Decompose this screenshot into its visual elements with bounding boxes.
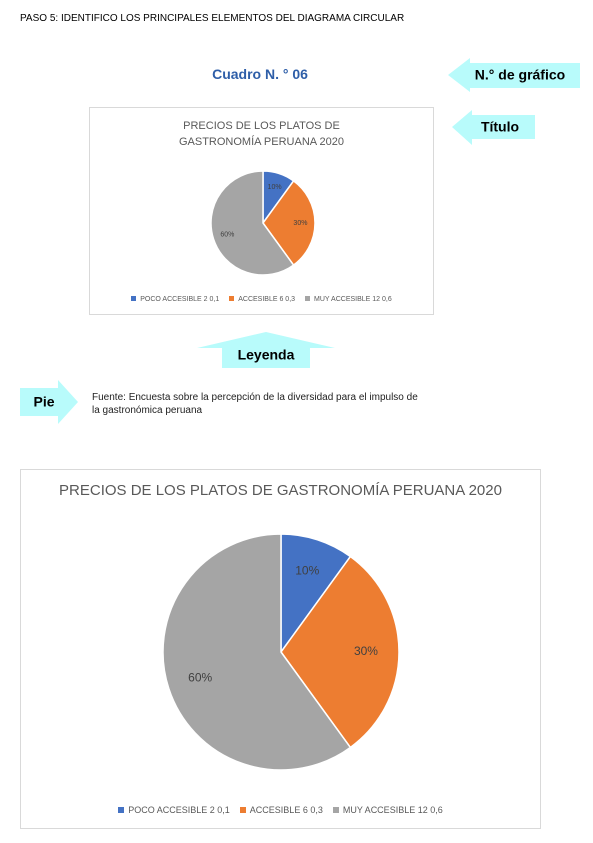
legend-label: ACCESIBLE 6 0,3 bbox=[249, 805, 323, 815]
pie-slice bbox=[162, 533, 352, 771]
legend-label: POCO ACCESIBLE 2 0,1 bbox=[140, 296, 220, 303]
pie-slice bbox=[262, 179, 316, 267]
arrow bbox=[20, 380, 78, 424]
data-label: 60% bbox=[188, 670, 212, 684]
callout-label: Título bbox=[481, 119, 519, 135]
data-label: 30% bbox=[293, 220, 307, 227]
legend-swatch bbox=[229, 296, 235, 301]
legend-label: ACCESIBLE 6 0,3 bbox=[238, 296, 296, 303]
callout-label: N.° de gráfico bbox=[475, 67, 565, 83]
callout-label: Pie bbox=[33, 394, 54, 410]
pie-area: 10% 30% 60% bbox=[162, 533, 400, 771]
legend-item: ACCESIBLE 6 0,3 bbox=[229, 296, 295, 303]
arrow bbox=[452, 110, 535, 145]
chart-title: PRECIOS DE LOS PLATOS DE GASTRONOMÍA PER… bbox=[59, 482, 502, 499]
data-label: 10% bbox=[268, 184, 282, 191]
legend-label: MUY ACCESIBLE 12 0,6 bbox=[342, 805, 443, 815]
chart: PRECIOS DE LOS PLATOS DE GASTRONOMÍA PER… bbox=[89, 107, 434, 315]
arrow bbox=[197, 332, 335, 368]
data-label: 10% bbox=[295, 563, 319, 577]
data-label: 60% bbox=[220, 231, 234, 238]
legend-swatch bbox=[239, 807, 246, 813]
legend-label: MUY ACCESIBLE 12 0,6 bbox=[314, 296, 392, 303]
legend-swatch bbox=[118, 807, 125, 813]
legend-swatch bbox=[305, 296, 311, 301]
chart-title: PRECIOS DE LOS PLATOS DE GASTRONOMÍA PER… bbox=[178, 120, 345, 148]
pie-slice bbox=[280, 533, 352, 655]
legend-label: POCO ACCESIBLE 2 0,1 bbox=[128, 805, 230, 815]
data-label: 30% bbox=[354, 644, 378, 658]
step-heading: PASO 5: IDENTIFICO LOS PRINCIPALES ELEME… bbox=[20, 13, 405, 24]
pie-slice bbox=[280, 555, 400, 749]
legend-item: MUY ACCESIBLE 12 0,6 bbox=[332, 805, 443, 815]
pie-slice bbox=[210, 170, 295, 276]
callout-label: Leyenda bbox=[238, 347, 295, 363]
figure-number: Cuadro N. ° 06 bbox=[212, 66, 308, 82]
legend-item: MUY ACCESIBLE 12 0,6 bbox=[305, 296, 392, 303]
legend-swatch bbox=[131, 296, 137, 301]
arrow bbox=[448, 58, 580, 92]
legend-item: POCO ACCESIBLE 2 0,1 bbox=[131, 296, 219, 303]
legend-swatch bbox=[332, 807, 339, 813]
legend: POCO ACCESIBLE 2 0,1 ACCESIBLE 6 0,3 MUY A… bbox=[21, 805, 540, 815]
source-note: Fuente: Encuesta sobre la percepción de … bbox=[92, 392, 418, 416]
legend-item: POCO ACCESIBLE 2 0,1 bbox=[118, 805, 230, 815]
legend: POCO ACCESIBLE 2 0,1 ACCESIBLE 6 0,3 MUY A… bbox=[90, 296, 433, 303]
chart: PRECIOS DE LOS PLATOS DE GASTRONOMÍA PER… bbox=[20, 469, 541, 829]
pie-area: 10% 30% 60% bbox=[210, 170, 316, 276]
legend-item: ACCESIBLE 6 0,3 bbox=[239, 805, 323, 815]
